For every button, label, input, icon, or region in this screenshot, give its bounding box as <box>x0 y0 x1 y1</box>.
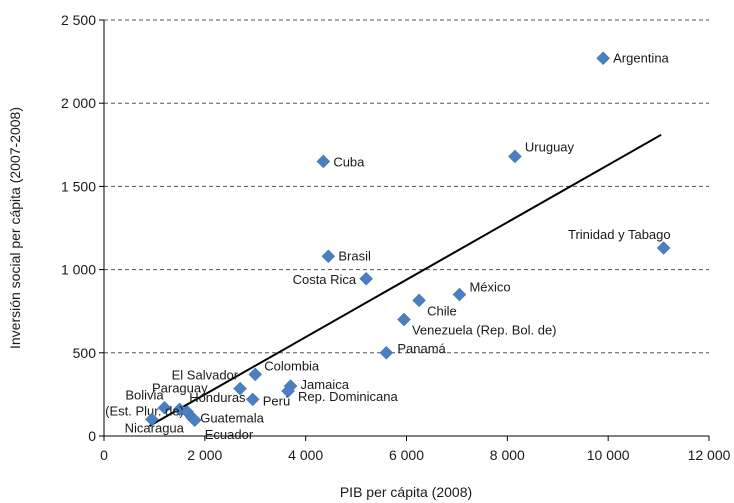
data-point-16 <box>157 400 172 415</box>
data-label-11: El Salvador <box>172 368 239 383</box>
data-point-6 <box>452 287 467 302</box>
data-label-5: Costa Rica <box>293 272 357 287</box>
data-label-14: Perú <box>263 393 290 408</box>
x-tick-label-5: 10 000 <box>587 447 630 463</box>
data-label-4: Brasil <box>338 248 371 263</box>
trendline <box>148 133 662 427</box>
y-tick-label-5: 2 500 <box>61 12 96 28</box>
data-label-7: Chile <box>427 303 457 318</box>
data-point-20 <box>145 412 159 427</box>
data-label-6: México <box>469 280 510 295</box>
x-tick-label-2: 4 000 <box>288 447 323 463</box>
data-label-12: Jamaica <box>301 377 350 392</box>
data-label-15: Paraguay <box>152 380 208 395</box>
x-axis-title: PIB per cápita (2008) <box>340 484 472 500</box>
data-label-10: Colombia <box>264 358 320 373</box>
y-tick-label-1: 500 <box>73 345 97 361</box>
y-axis-title: Inversión social per cápita (2007-2008) <box>7 107 23 349</box>
data-point-8 <box>397 312 411 327</box>
trendline-group <box>148 133 662 427</box>
data-point-10 <box>248 367 263 382</box>
data-point-7 <box>412 293 426 308</box>
x-tick-label-1: 2 000 <box>187 447 222 463</box>
data-label-2: Cuba <box>333 154 365 169</box>
data-label-20: Nicaragua <box>125 420 185 435</box>
data-label-0: Argentina <box>613 50 669 65</box>
y-tick-label-0: 0 <box>88 428 96 444</box>
data-point-11 <box>233 381 247 396</box>
y-tick-label-2: 1 000 <box>61 262 96 278</box>
data-point-13 <box>281 384 295 398</box>
data-point-0 <box>596 51 610 66</box>
data-label-13: Rep. Dominicana <box>298 389 398 404</box>
y-ticks: 0 500 1 000 1 500 2 000 2 500 <box>61 12 104 444</box>
data-point-9 <box>379 345 394 360</box>
data-point-1 <box>508 149 522 164</box>
data-label-9: Panamá <box>397 341 446 356</box>
y-tick-label-4: 2 000 <box>61 95 96 111</box>
data-label-3: Trinidad y Tabago <box>568 227 671 242</box>
x-tick-label-3: 6 000 <box>389 447 424 463</box>
data-label-18: Guatemala <box>200 411 264 426</box>
y-tick-label-3: 1 500 <box>61 178 96 194</box>
data-point-3 <box>656 241 671 255</box>
grid-lines <box>104 19 709 354</box>
data-label-19: Ecuador <box>205 427 254 442</box>
data-point-2 <box>316 154 331 169</box>
data-point-5 <box>359 271 374 286</box>
x-tick-label-0: 0 <box>100 447 108 463</box>
data-point-14 <box>245 392 260 407</box>
data-label-1: Uruguay <box>525 139 575 154</box>
data-label-17: Honduras <box>189 390 246 405</box>
data-point-19 <box>187 413 202 428</box>
data-label-8: Venezuela (Rep. Bol. de) <box>412 323 557 338</box>
data-points: Argentina Uruguay Cuba Trinidad y Tabago Bra… <box>105 50 671 442</box>
data-point-4 <box>321 249 336 264</box>
x-ticks: 0 2 000 4 000 6 000 8 000 10 000 12 000 <box>100 436 731 463</box>
data-label-16: Bolivia (Est. Plur. de) <box>105 388 184 419</box>
x-tick-label-4: 8 000 <box>490 447 525 463</box>
x-tick-label-6: 12 000 <box>688 447 731 463</box>
